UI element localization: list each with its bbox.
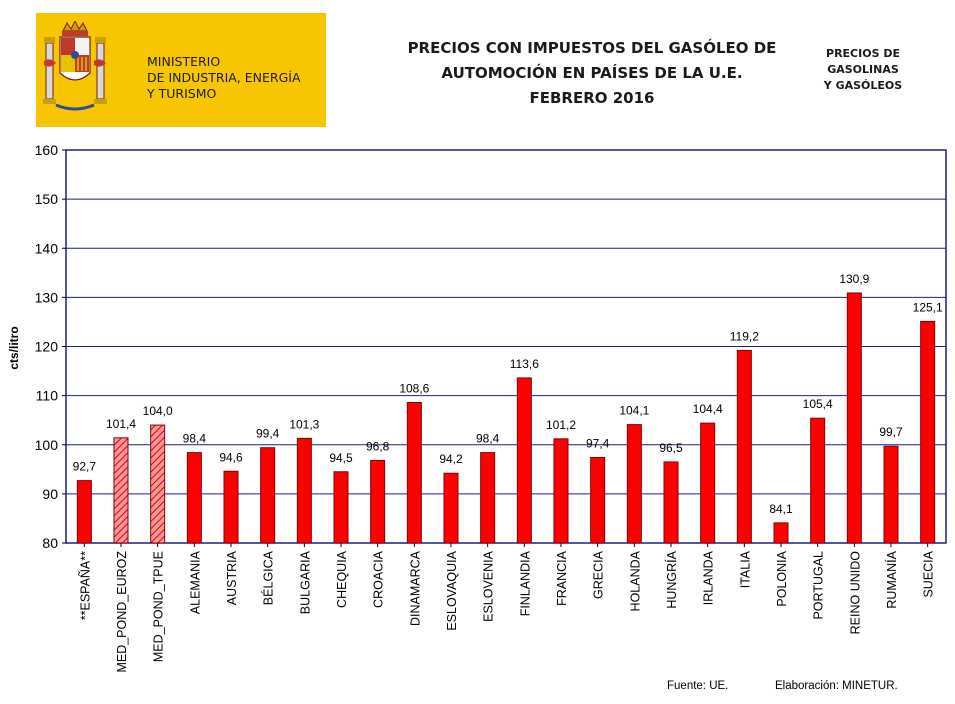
bar [846, 292, 862, 544]
bar-value-label: 92,7 [73, 460, 97, 474]
chart-title-line: FEBRERO 2016 [529, 89, 655, 107]
bar [553, 438, 569, 544]
x-category-label: **ESPAÑA** [78, 551, 92, 620]
bar-value-label: 97,4 [586, 437, 610, 451]
bar-value-label: 101,2 [546, 418, 576, 432]
bar [150, 424, 166, 544]
bar [663, 461, 679, 544]
bar-value-label: 84,1 [769, 502, 793, 516]
ministry-name-line: MINISTERIO [147, 54, 221, 69]
x-category-label: REINO UNIDO [848, 551, 862, 635]
coat-of-arms-icon [43, 21, 107, 111]
y-tick-label: 140 [35, 240, 59, 256]
bar [186, 452, 202, 544]
bar-value-label: 113,6 [510, 357, 539, 371]
bar-value-label: 96,5 [659, 441, 683, 455]
bar [700, 422, 716, 544]
bar [883, 445, 899, 544]
x-category-label: MED_POND_TPUE [152, 551, 166, 662]
x-category-label: IRLANDA [702, 550, 716, 605]
x-category-label: AUSTRIA [225, 550, 239, 605]
ministry-logo: MINISTERIO DE INDUSTRIA, ENERGÍA Y TURIS… [36, 13, 326, 127]
bar-value-label: 101,4 [106, 417, 136, 431]
chart-title-line: PRECIOS CON IMPUESTOS DEL GASÓLEO DE [407, 39, 777, 57]
x-category-label: HOLANDA [628, 550, 642, 611]
y-tick-label: 150 [35, 191, 59, 207]
y-tick-label: 110 [36, 388, 59, 404]
bar [480, 452, 496, 544]
x-category-label: CROACIA [372, 550, 386, 608]
bar [296, 437, 312, 544]
bar-value-label: 94,6 [219, 450, 243, 464]
x-category-label: RUMANÍA [884, 550, 899, 608]
x-category-label: MED_POND_EUROZ [115, 551, 129, 673]
y-tick-label: 120 [35, 339, 59, 355]
x-category-label: DINAMARCA [408, 550, 422, 626]
ministry-name-line: DE INDUSTRIA, ENERGÍA [147, 70, 301, 85]
chart-title: PRECIOS CON IMPUESTOS DEL GASÓLEO DE AUT… [382, 36, 802, 111]
bar-value-label: 104,0 [143, 404, 173, 418]
bar-value-label: 130,9 [839, 272, 869, 286]
footer-source: Fuente: UE. [667, 680, 729, 692]
bar-value-label: 99,7 [879, 425, 903, 439]
y-tick-label: 80 [42, 535, 58, 551]
bar-value-label: 99,4 [256, 427, 280, 441]
bar [113, 437, 129, 544]
bar [773, 522, 789, 544]
y-tick-label: 100 [35, 437, 59, 453]
bar-value-label: 119,2 [730, 329, 759, 343]
y-tick-label: 160 [35, 142, 59, 158]
bar-value-label: 94,5 [329, 451, 353, 465]
bar [516, 377, 532, 544]
ministry-name-line: Y TURISMO [147, 86, 217, 101]
section-title-line: GASOLINAS [827, 63, 899, 76]
footer-credit: Elaboración: MINETUR. [775, 680, 898, 692]
bar [810, 417, 826, 544]
bar-value-label: 108,6 [399, 382, 429, 396]
bar [626, 424, 642, 544]
bar [920, 320, 936, 544]
bar-value-label: 125,1 [913, 300, 943, 314]
y-axis-title: cts/litro [7, 326, 21, 369]
x-category-label: BULGARIA [298, 550, 312, 614]
bar [223, 470, 239, 544]
x-category-label: FINLANDIA [518, 550, 532, 616]
bar-value-label: 105,4 [803, 397, 833, 411]
section-title-line: Y GASÓLEOS [823, 79, 903, 92]
bar [76, 480, 92, 544]
bar [736, 349, 752, 544]
x-category-label: ESLOVENIA [482, 550, 496, 622]
x-category-label: ALEMANIA [188, 550, 202, 614]
bar-value-label: 98,4 [183, 432, 207, 446]
bar [443, 472, 459, 544]
section-title: PRECIOS DE GASOLINAS Y GASÓLEOS [808, 46, 918, 94]
chart-title-line: AUTOMOCIÓN EN PAÍSES DE LA U.E. [441, 64, 743, 82]
bar [370, 459, 386, 544]
bar [333, 471, 349, 544]
x-category-label: ESLOVAQUIA [445, 550, 459, 630]
y-tick-label: 90 [42, 486, 58, 502]
bar [590, 457, 606, 544]
x-category-label: ITALIA [738, 550, 752, 588]
x-category-label: HUNGRÍA [664, 550, 679, 608]
ministry-name: MINISTERIO DE INDUSTRIA, ENERGÍA Y TURIS… [147, 54, 301, 102]
section-title-line: PRECIOS DE [826, 47, 900, 60]
bar-value-label: 104,4 [693, 402, 723, 416]
x-category-label: SUECIA [922, 550, 936, 597]
y-tick-label: 130 [35, 289, 59, 305]
bar [406, 402, 422, 544]
bar-value-label: 96,8 [366, 439, 390, 453]
x-category-label: CHEQUIA [335, 550, 349, 608]
x-category-label: BÉLGICA [261, 550, 276, 605]
x-category-label: POLONIA [775, 550, 789, 606]
x-category-label: FRANCIA [555, 550, 569, 606]
bar [260, 447, 276, 544]
bar-value-label: 98,4 [476, 432, 500, 446]
bar-value-label: 101,3 [289, 417, 319, 431]
x-category-label: PORTUGAL [812, 551, 826, 620]
bar-value-label: 104,1 [619, 404, 649, 418]
bar-value-label: 94,2 [439, 452, 463, 466]
x-category-label: GRECIA [592, 550, 606, 599]
